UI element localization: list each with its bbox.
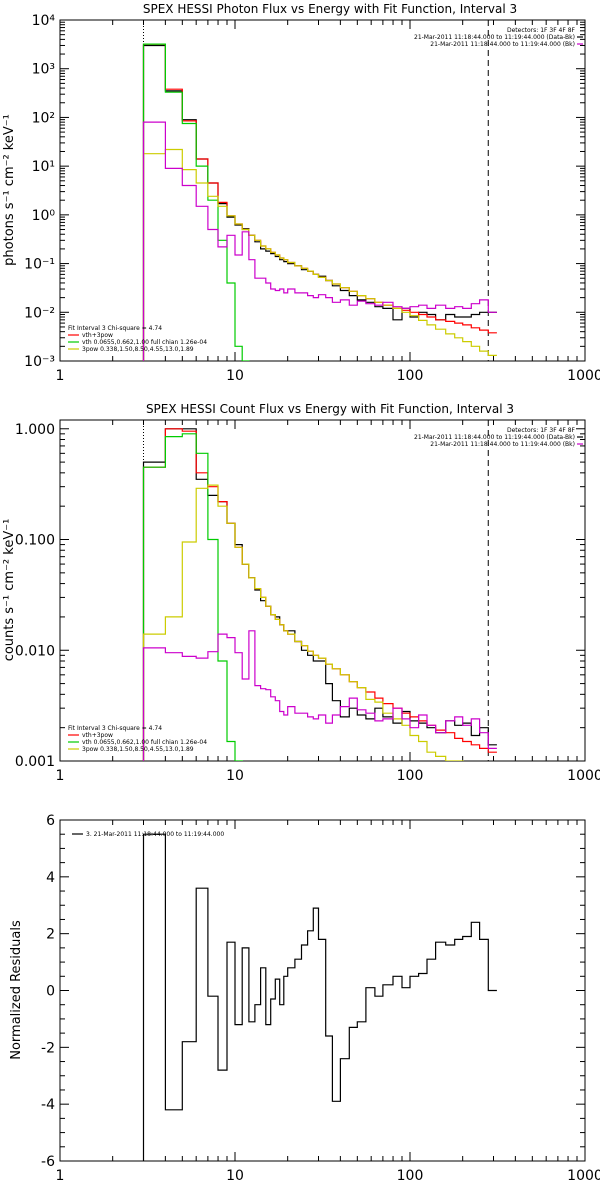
y-tick-label: -2	[41, 1040, 55, 1056]
y-tick-label: 10⁻³	[24, 354, 55, 370]
x-tick-label: 100	[397, 768, 424, 784]
photon-flux-plot-frame	[59, 19, 586, 362]
y-tick-label: 10⁻²	[24, 305, 55, 321]
residuals-ylabel: Normalized Residuals	[9, 920, 24, 1060]
y-tick-label: 10⁰	[32, 208, 56, 224]
series-line	[142, 43, 250, 361]
x-tick-label: 1000	[567, 368, 600, 384]
legend-entry: Fit Interval 3 Chi-square = 4.74	[68, 725, 162, 732]
x-tick-label: 100	[397, 1168, 424, 1184]
legend-entry: vth 0.0655,0.662,1.00 full chian 1.26e-0…	[82, 339, 207, 346]
y-tick-label: 0.010	[15, 643, 55, 659]
x-tick-label: 1	[56, 768, 65, 784]
x-tick-label: 1000	[567, 1168, 600, 1184]
legend-entry: vth+3pow	[82, 732, 113, 739]
series-line	[142, 630, 497, 761]
legend-entry: 3. 21-Mar-2011 11:18:44.000 to 11:19:44.…	[86, 831, 224, 838]
y-tick-label: 2	[46, 927, 55, 943]
residuals-plot-frame	[59, 819, 586, 1162]
legend-entry: Detectors: 1F 3F 4F 8F	[507, 427, 576, 434]
y-tick-label: 10²	[32, 110, 55, 126]
legend-entry: vth 0.0655,0.662,1.00 full chian 1.26e-0…	[82, 739, 207, 746]
count-flux-plot-frame	[59, 419, 586, 762]
photon-flux-ylabel: photons s⁻¹ cm⁻² keV⁻¹	[2, 114, 17, 266]
legend-entry: 21-Mar-2011 11:18:44.000 to 11:19:44.000…	[414, 434, 575, 441]
count-flux-ylabel: counts s⁻¹ cm⁻² keV⁻¹	[2, 519, 17, 662]
photon-flux-title: SPEX HESSI Photon Flux vs Energy with Fi…	[143, 2, 517, 16]
y-tick-label: -6	[41, 1154, 55, 1170]
count-flux-title: SPEX HESSI Count Flux vs Energy with Fit…	[146, 402, 514, 416]
legend-entry: 21-Mar-2011 11:18:44.000 to 11:19:44.000…	[414, 34, 575, 41]
series-line	[142, 484, 464, 761]
legend-entry: 21-Mar-2011 11:18:44.000 to 11:19:44.000…	[430, 441, 575, 448]
legend-entry: 21-Mar-2011 11:18:44.000 to 11:19:44.000…	[430, 41, 575, 48]
legend-entry: 3pow 0.338,1.50,8.50,4.55,13.0,1.89	[82, 346, 194, 353]
legend-entry: Detectors: 1F 3F 4F 8F	[507, 27, 576, 34]
x-tick-label: 1	[56, 1168, 65, 1184]
x-tick-label: 100	[397, 368, 424, 384]
y-tick-label: 10³	[32, 62, 55, 78]
y-tick-label: 6	[46, 813, 55, 829]
legend-entry: vth+3pow	[82, 332, 113, 339]
series-line	[142, 148, 497, 361]
series-line	[142, 121, 497, 361]
y-tick-label: 10⁴	[32, 13, 56, 29]
y-tick-label: 4	[46, 870, 55, 886]
y-tick-label: 0	[46, 984, 55, 1000]
y-tick-label: 0.001	[15, 754, 55, 770]
y-tick-label: -4	[41, 1097, 55, 1113]
y-tick-label: 1.000	[15, 422, 55, 438]
residuals-panel: Normalized Residuals 1 10 100 1000 -6 -4 -2 0 2 4…	[9, 813, 600, 1184]
legend-entry: Fit Interval 3 Chi-square = 4.74	[68, 325, 162, 332]
x-tick-label: 10	[226, 768, 244, 784]
y-tick-label: 0.100	[15, 533, 55, 549]
count-flux-panel: SPEX HESSI Count Flux vs Energy with Fit…	[2, 402, 600, 784]
series-line	[142, 833, 497, 1161]
x-tick-label: 1000	[567, 768, 600, 784]
x-tick-label: 10	[226, 368, 244, 384]
x-tick-label: 1	[56, 368, 65, 384]
y-tick-label: 10¹	[32, 159, 55, 175]
photon-flux-panel: SPEX HESSI Photon Flux vs Energy with Fi…	[2, 2, 600, 384]
series-line	[142, 433, 243, 761]
legend-entry: 3pow 0.338,1.50,8.50,4.55,13.0,1.89	[82, 746, 194, 753]
y-tick-label: 10⁻¹	[24, 257, 55, 273]
x-tick-label: 10	[226, 1168, 244, 1184]
